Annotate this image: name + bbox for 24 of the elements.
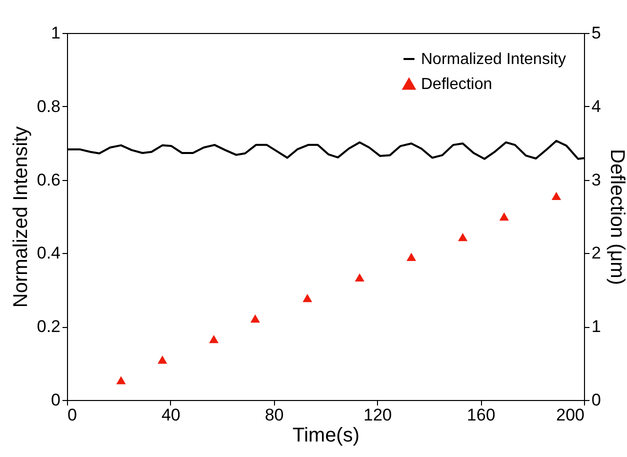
y-tick-label: 0	[51, 390, 60, 410]
x-tick-label: 120	[364, 406, 392, 424]
y2-tick-label: 3	[592, 170, 601, 190]
y2-axis-title: Deflection (μm)	[606, 149, 627, 285]
y2-tick-label: 5	[592, 24, 601, 42]
line-series	[66, 140, 585, 160]
y-tick-label: 1	[51, 24, 60, 42]
y2-tick-label: 0	[592, 390, 601, 410]
y-axis-title: Normalized Intensity	[10, 126, 32, 308]
x-tick-label: 200	[556, 406, 584, 424]
x-tick-label: 40	[161, 406, 180, 424]
y2-tick-label: 2	[592, 244, 601, 263]
x-tick-label: 80	[264, 406, 284, 424]
y2-tick-label: 4	[592, 96, 601, 116]
x-tick-label: 160	[466, 406, 496, 424]
x-tick-label: 0	[68, 406, 77, 424]
legend-label: Deflection	[421, 76, 492, 93]
y-tick-label: 0.2	[36, 317, 60, 336]
x-axis-title: Time(s)	[292, 424, 360, 446]
y-tick-label: 0.6	[36, 170, 60, 190]
y2-tick-label: 1	[592, 317, 601, 336]
y-tick-label: 0.4	[36, 244, 60, 263]
legend-label: Normalized Intensity	[421, 51, 566, 68]
y-tick-label: 0.8	[36, 96, 60, 116]
